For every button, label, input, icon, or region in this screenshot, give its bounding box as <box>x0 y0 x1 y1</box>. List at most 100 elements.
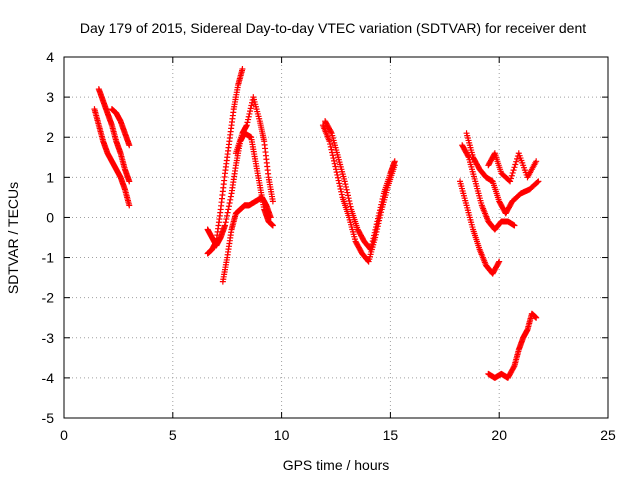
data-point <box>391 158 398 165</box>
data-point <box>222 219 229 226</box>
data-point <box>249 99 256 106</box>
data-point <box>245 113 252 120</box>
data-point <box>334 171 341 178</box>
y-axis-label: SDTVAR / TECUs <box>5 182 21 294</box>
data-point <box>333 169 340 176</box>
data-point <box>225 206 232 213</box>
data-point <box>126 178 133 185</box>
data-point <box>496 258 503 265</box>
data-point <box>244 119 251 126</box>
data-point <box>508 172 515 179</box>
series-arc-2a <box>204 66 246 257</box>
data-point <box>368 243 375 250</box>
data-point <box>372 226 379 233</box>
data-point <box>327 141 334 148</box>
data-point <box>331 157 338 164</box>
data-point <box>332 163 339 170</box>
data-point <box>534 179 541 186</box>
series-arc-2b <box>219 194 274 285</box>
data-point <box>248 102 255 109</box>
series-arc-3b <box>322 118 398 253</box>
data-point <box>465 153 472 160</box>
data-point <box>511 164 518 171</box>
data-point <box>343 186 350 193</box>
x-axis-label: GPS time / hours <box>283 457 390 473</box>
plot-frame <box>63 56 609 419</box>
data-point <box>377 204 384 211</box>
y-tick-label: 1 <box>46 169 54 185</box>
y-tick-label: -2 <box>42 290 55 306</box>
grid <box>64 57 608 418</box>
data-point <box>335 177 342 184</box>
data-point <box>227 196 234 203</box>
data-point <box>369 240 376 247</box>
y-tick-label: 4 <box>46 49 54 65</box>
x-tick-label: 20 <box>491 427 507 443</box>
x-tick-label: 25 <box>600 427 616 443</box>
data-point <box>327 143 334 150</box>
data-point <box>223 216 230 223</box>
series-arc-2d <box>232 94 276 205</box>
y-tick-label: 3 <box>46 89 54 105</box>
data-point <box>337 185 344 192</box>
data-point <box>330 155 337 162</box>
data-point <box>336 183 343 190</box>
data-point <box>376 210 383 217</box>
data-point <box>333 166 339 173</box>
data-point <box>269 222 276 229</box>
data-point <box>495 259 502 266</box>
data-point <box>239 66 246 73</box>
data-point <box>336 180 343 187</box>
series-arc-1a <box>91 106 133 209</box>
data-point <box>535 178 542 185</box>
x-tick-label: 5 <box>169 427 177 443</box>
data-point <box>246 110 253 117</box>
data-point <box>225 203 232 210</box>
series-arc-4a <box>457 178 503 277</box>
data-point <box>369 238 376 245</box>
data-point <box>512 161 519 168</box>
x-tick-label: 10 <box>274 427 290 443</box>
data-point <box>371 232 378 239</box>
series-arc-4e <box>485 310 540 381</box>
data-point <box>378 198 385 205</box>
series-arc-1b <box>95 86 133 185</box>
data-point <box>247 105 254 112</box>
data-point <box>346 200 353 207</box>
data-point <box>374 218 381 225</box>
y-tick-label: -5 <box>42 410 55 426</box>
data-point <box>510 364 517 371</box>
data-series <box>91 66 542 381</box>
y-tick-label: 0 <box>46 209 54 225</box>
series-arc-4d <box>485 150 540 185</box>
data-point <box>344 192 351 199</box>
data-point <box>342 181 349 188</box>
data-point <box>371 229 378 236</box>
data-point <box>378 201 385 208</box>
data-point <box>376 207 383 214</box>
x-tick-label: 15 <box>383 427 399 443</box>
data-point <box>370 235 377 242</box>
data-point <box>507 175 514 182</box>
data-point <box>126 142 133 149</box>
data-point <box>326 138 333 145</box>
data-point <box>346 197 353 204</box>
data-point <box>343 183 350 190</box>
data-point <box>247 108 254 115</box>
data-point <box>226 200 233 207</box>
data-point <box>223 212 230 219</box>
data-point <box>227 193 234 200</box>
data-point <box>374 215 381 222</box>
data-point <box>510 167 517 174</box>
data-point <box>245 116 252 123</box>
data-point <box>511 222 518 229</box>
data-point <box>344 189 351 196</box>
data-point <box>514 155 521 162</box>
data-point <box>341 178 348 185</box>
data-point <box>379 195 386 202</box>
data-point <box>375 212 382 219</box>
series-arc-4c <box>463 130 542 217</box>
data-point <box>533 158 540 165</box>
data-point <box>222 222 229 229</box>
